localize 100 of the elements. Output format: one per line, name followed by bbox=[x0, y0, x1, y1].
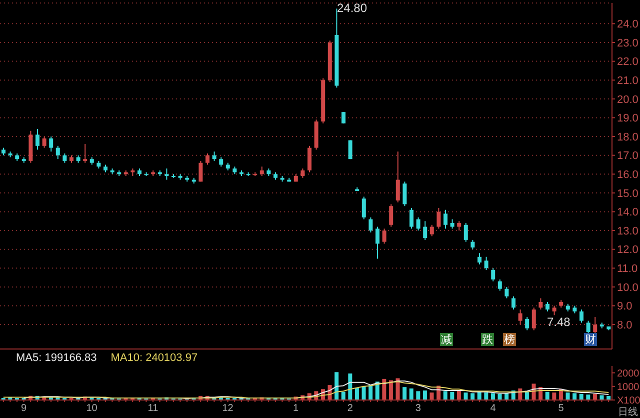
text: MA10: 240103.97 bbox=[110, 352, 198, 364]
candlestick bbox=[552, 305, 556, 316]
candlestick bbox=[532, 307, 536, 331]
bar bbox=[592, 394, 597, 400]
candlestick bbox=[56, 145, 60, 160]
candlestick bbox=[593, 316, 598, 334]
candlestick bbox=[205, 152, 210, 166]
bar bbox=[450, 392, 454, 400]
y-tick-label: 23.0 bbox=[617, 37, 638, 50]
y-tick-label: 18.0 bbox=[617, 131, 638, 144]
bar bbox=[470, 393, 475, 400]
candlestick bbox=[470, 239, 475, 250]
candlestick bbox=[402, 181, 407, 207]
candlestick bbox=[430, 224, 434, 237]
y-tick-label: X100 bbox=[617, 396, 640, 407]
annotation: 24.80 bbox=[336, 1, 368, 15]
candlestick bbox=[198, 160, 203, 182]
bar bbox=[341, 392, 346, 400]
annotation: 榜 bbox=[503, 333, 516, 346]
annotation: 财 bbox=[584, 333, 597, 346]
bar bbox=[416, 391, 420, 400]
bar bbox=[334, 372, 339, 400]
candlestick bbox=[42, 136, 46, 148]
y-tick-label: 2000 bbox=[617, 368, 640, 380]
bar bbox=[600, 395, 604, 400]
x-tick-label: 5 bbox=[558, 403, 564, 414]
candlestick bbox=[368, 216, 373, 233]
bar bbox=[362, 386, 366, 400]
candlestick bbox=[307, 145, 312, 173]
x-tick-label: 3 bbox=[415, 403, 422, 414]
candlestick bbox=[375, 226, 380, 260]
bar bbox=[586, 394, 590, 400]
bar bbox=[545, 392, 550, 400]
y-tick-label: 9.0 bbox=[617, 300, 632, 313]
candlestick bbox=[579, 309, 584, 324]
y-tick-label: 13.0 bbox=[617, 225, 638, 238]
candlestick bbox=[164, 168, 169, 180]
x-tick-label: 11 bbox=[148, 403, 159, 414]
x-axis-title: 日线 bbox=[618, 407, 638, 418]
bar bbox=[464, 392, 468, 400]
y-tick-label: 10.0 bbox=[617, 282, 638, 294]
bar bbox=[490, 393, 495, 400]
candlestick bbox=[518, 309, 522, 326]
candlestick bbox=[504, 286, 509, 299]
bar bbox=[422, 390, 427, 400]
y-tick-label: 21.0 bbox=[617, 75, 638, 88]
candlestick bbox=[498, 278, 502, 292]
annotation: 减 bbox=[440, 333, 453, 346]
y-tick-label: 11.0 bbox=[617, 263, 638, 276]
bar bbox=[552, 392, 556, 400]
candlestick bbox=[436, 207, 441, 230]
x-tick-label: 1 bbox=[293, 403, 300, 414]
candlestick bbox=[538, 298, 543, 310]
candlestick bbox=[382, 228, 386, 244]
candlestick bbox=[260, 166, 264, 176]
bar bbox=[348, 373, 352, 400]
x-tick-label: 10 bbox=[86, 403, 98, 414]
candlestick bbox=[83, 144, 88, 164]
bar bbox=[368, 385, 373, 400]
bar bbox=[579, 394, 584, 400]
y-tick-label: 16.0 bbox=[617, 169, 638, 182]
candlestick bbox=[396, 151, 400, 203]
y-tick-label: 17.0 bbox=[617, 150, 638, 162]
candlestick bbox=[586, 320, 590, 335]
candlestick bbox=[525, 316, 530, 331]
candlestick bbox=[49, 136, 54, 152]
bar bbox=[498, 394, 502, 400]
candlestick bbox=[511, 296, 516, 310]
y-tick-label: 15.0 bbox=[617, 188, 638, 200]
bar bbox=[354, 388, 359, 400]
bar bbox=[430, 392, 434, 400]
y-tick-label: 8.0 bbox=[617, 319, 632, 332]
candlestick bbox=[35, 128, 40, 150]
candlestick bbox=[416, 216, 420, 232]
candlestick bbox=[62, 152, 67, 164]
y-tick-label: 22.0 bbox=[617, 56, 638, 68]
y-tick-label: 24.0 bbox=[617, 18, 638, 31]
y-tick-label: 14.0 bbox=[617, 206, 638, 219]
bar bbox=[484, 392, 488, 400]
bar bbox=[382, 378, 386, 400]
y-tick-label: 19.0 bbox=[617, 112, 638, 125]
y-tick-label: 20.0 bbox=[617, 94, 638, 106]
candlestick bbox=[484, 256, 488, 271]
bar bbox=[572, 393, 577, 400]
candlestick bbox=[409, 207, 414, 230]
x-tick-label: 12 bbox=[222, 403, 234, 414]
candlestick bbox=[219, 156, 224, 168]
candlestick bbox=[545, 301, 550, 312]
bar bbox=[402, 387, 407, 400]
annotation: 7.48 bbox=[546, 315, 572, 329]
y-tick-label: 1000 bbox=[617, 382, 640, 393]
x-tick-label: 4 bbox=[490, 403, 496, 414]
x-tick-label: 2 bbox=[347, 403, 354, 414]
candlestick bbox=[464, 222, 468, 242]
candlestick bbox=[443, 209, 448, 230]
candlestick bbox=[362, 196, 366, 220]
bar bbox=[388, 380, 393, 400]
candlestick bbox=[450, 218, 454, 230]
y-tick-label: 12.0 bbox=[617, 244, 638, 256]
candlestick bbox=[300, 168, 305, 178]
